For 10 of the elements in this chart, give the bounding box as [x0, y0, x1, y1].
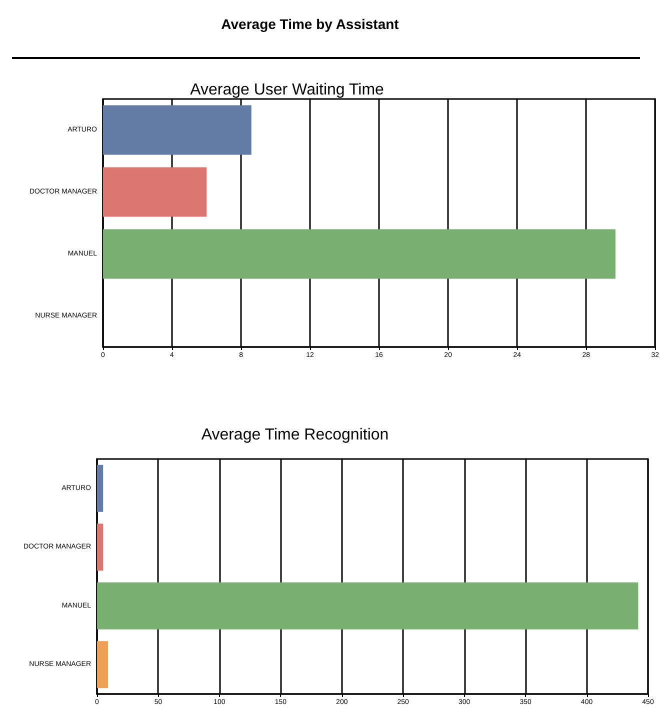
chart-title: Average Time by Assistant [221, 16, 400, 32]
bar [97, 464, 104, 512]
bar [97, 524, 104, 571]
bar [97, 582, 638, 630]
bar [97, 641, 108, 688]
chart-subtitle: Average User Waiting Time [190, 82, 384, 98]
bar [103, 167, 207, 217]
chart-title: Average Time Recognition [201, 426, 389, 444]
bar [103, 229, 616, 279]
bar [103, 105, 252, 155]
